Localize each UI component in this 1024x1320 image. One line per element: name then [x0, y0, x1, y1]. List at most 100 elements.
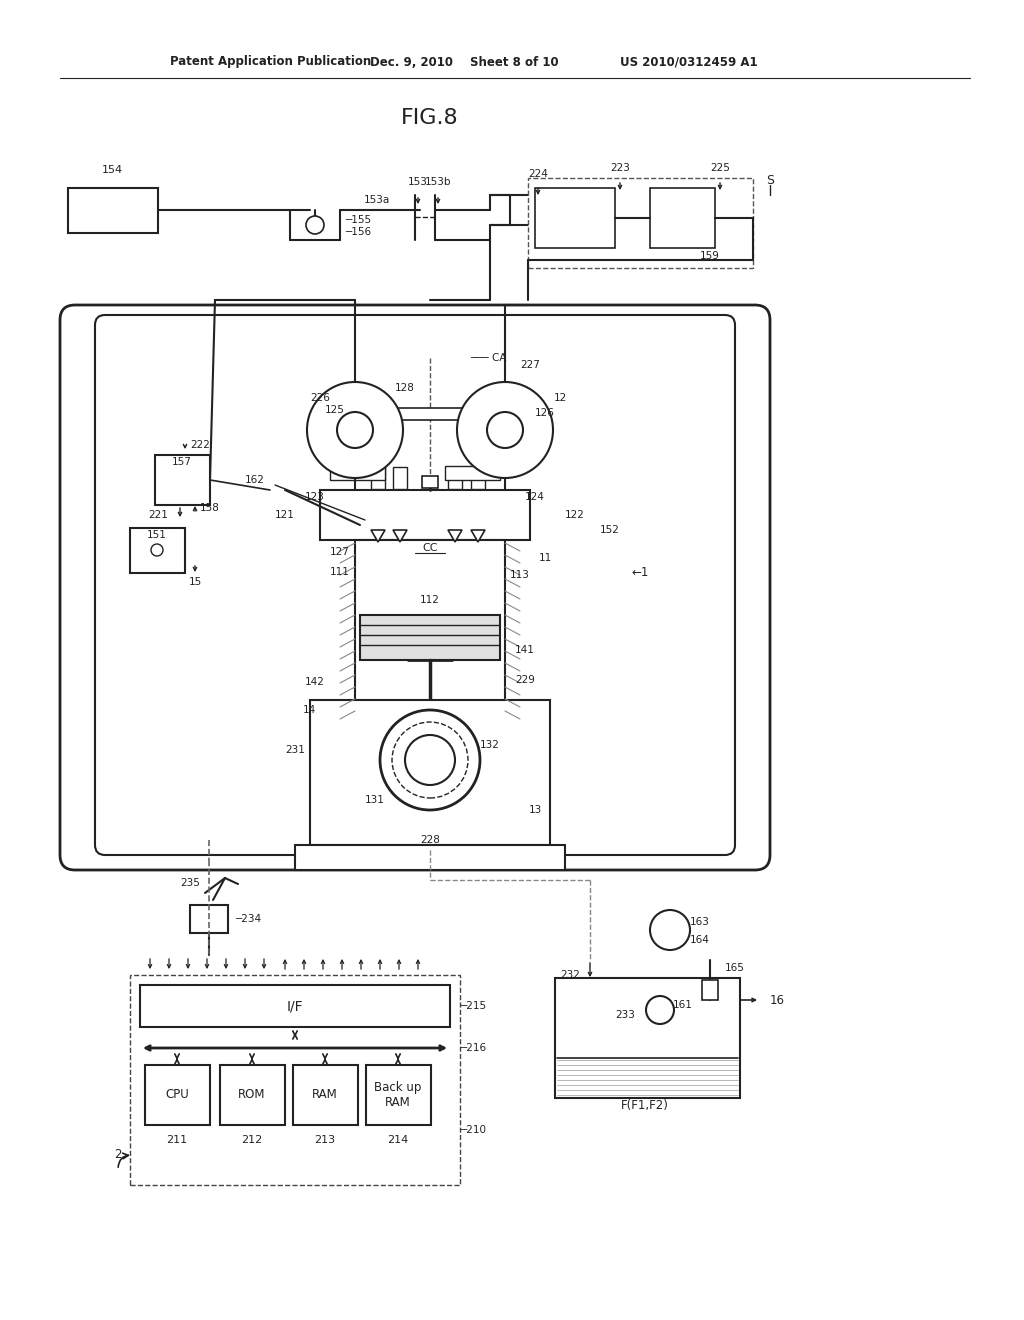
Text: 221: 221	[148, 510, 168, 520]
Bar	[535, 187, 615, 248]
Text: 121: 121	[275, 510, 295, 520]
Text: 142: 142	[305, 677, 325, 686]
Text: 154: 154	[101, 165, 123, 176]
Text: ─215: ─215	[460, 1001, 486, 1011]
Text: 16: 16	[770, 994, 785, 1006]
Text: 131: 131	[366, 795, 385, 805]
Bar	[355, 540, 505, 715]
Circle shape	[650, 909, 690, 950]
Text: 211: 211	[167, 1135, 187, 1144]
Bar	[449, 467, 462, 488]
Text: 235: 235	[180, 878, 200, 888]
Bar	[555, 978, 740, 1098]
Text: F(F1,F2): F(F1,F2)	[622, 1098, 669, 1111]
Text: 213: 213	[314, 1135, 336, 1144]
Text: ─216: ─216	[460, 1043, 486, 1053]
Text: 113: 113	[510, 570, 530, 579]
Bar	[190, 906, 228, 933]
Bar	[445, 466, 500, 480]
Polygon shape	[371, 531, 385, 543]
Bar	[422, 477, 438, 488]
Circle shape	[380, 710, 480, 810]
Bar	[393, 467, 407, 488]
Bar	[471, 467, 485, 488]
Text: ─156: ─156	[345, 227, 371, 238]
Bar	[295, 845, 565, 870]
Text: 123: 123	[305, 492, 325, 502]
Text: 112: 112	[420, 595, 440, 605]
Text: 229: 229	[515, 675, 535, 685]
Text: 15: 15	[188, 577, 202, 587]
Bar	[155, 455, 210, 506]
Circle shape	[487, 412, 523, 447]
Text: ←1: ←1	[632, 565, 648, 578]
Bar	[130, 975, 460, 1185]
Text: 127: 127	[330, 546, 350, 557]
Text: 225: 225	[710, 162, 730, 173]
Bar	[310, 700, 550, 845]
Circle shape	[307, 381, 403, 478]
Bar	[528, 178, 753, 268]
Text: CC: CC	[422, 543, 437, 553]
Text: 153a: 153a	[364, 195, 390, 205]
Text: US 2010/0312459 A1: US 2010/0312459 A1	[620, 55, 758, 69]
Text: 165: 165	[725, 964, 744, 973]
Text: 153b: 153b	[425, 177, 452, 187]
Text: 212: 212	[242, 1135, 262, 1144]
Text: 151: 151	[147, 531, 167, 540]
Bar	[360, 615, 500, 660]
Bar	[68, 187, 158, 234]
Text: 122: 122	[565, 510, 585, 520]
Polygon shape	[393, 531, 407, 543]
Bar	[345, 408, 515, 420]
Bar	[330, 466, 385, 480]
Circle shape	[337, 412, 373, 447]
Text: 128: 128	[395, 383, 415, 393]
Text: 227: 227	[520, 360, 540, 370]
Text: 126: 126	[536, 408, 555, 418]
Bar	[319, 490, 530, 540]
Text: CPU: CPU	[165, 1089, 188, 1101]
Text: Patent Application Publication: Patent Application Publication	[170, 55, 372, 69]
Circle shape	[151, 544, 163, 556]
Text: 11: 11	[539, 553, 552, 564]
Bar	[145, 1065, 210, 1125]
Circle shape	[406, 735, 455, 785]
Text: 164: 164	[690, 935, 710, 945]
Text: 157: 157	[172, 457, 191, 467]
Text: Back up
RAM: Back up RAM	[375, 1081, 422, 1109]
Text: 125: 125	[325, 405, 345, 414]
Bar	[371, 467, 385, 488]
Text: 158: 158	[200, 503, 220, 513]
Text: 214: 214	[387, 1135, 409, 1144]
Text: 152: 152	[600, 525, 620, 535]
Polygon shape	[449, 531, 462, 543]
Polygon shape	[471, 531, 485, 543]
Text: 2: 2	[115, 1148, 122, 1162]
Text: 226: 226	[310, 393, 330, 403]
Bar	[366, 1065, 431, 1125]
Text: 232: 232	[560, 970, 580, 979]
Text: I/F: I/F	[287, 999, 303, 1012]
Text: 222: 222	[190, 440, 210, 450]
Text: 163: 163	[690, 917, 710, 927]
Text: 223: 223	[610, 162, 630, 173]
Text: 228: 228	[420, 836, 440, 845]
Text: 159: 159	[700, 251, 720, 261]
Text: ROM: ROM	[239, 1089, 266, 1101]
Bar	[293, 1065, 358, 1125]
Text: 14: 14	[303, 705, 316, 715]
Circle shape	[646, 997, 674, 1024]
Text: 224: 224	[528, 169, 548, 180]
Circle shape	[306, 216, 324, 234]
Text: 132: 132	[480, 741, 500, 750]
Text: RAM: RAM	[312, 1089, 338, 1101]
Text: 124: 124	[525, 492, 545, 502]
Text: S: S	[766, 173, 774, 186]
Text: 162: 162	[245, 475, 265, 484]
Text: 111: 111	[330, 568, 350, 577]
Bar	[650, 187, 715, 248]
Text: ─── CA: ─── CA	[470, 352, 507, 363]
Text: 153: 153	[408, 177, 428, 187]
Text: ─155: ─155	[345, 215, 371, 224]
